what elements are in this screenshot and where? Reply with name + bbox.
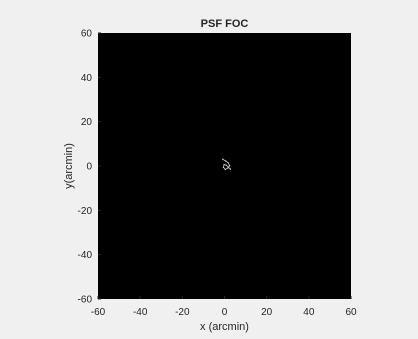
- psf-point: [222, 158, 224, 161]
- y-axis-label: y(arcmin): [63, 143, 75, 189]
- x-tick-label: -60: [91, 307, 106, 318]
- y-tick-label: 20: [81, 117, 93, 128]
- plot-area: [98, 33, 351, 299]
- psf-point: [227, 167, 229, 169]
- psf-point: [225, 164, 227, 166]
- y-tick-label: 0: [86, 162, 92, 173]
- x-tick-label: -20: [175, 307, 190, 318]
- psf-point: [225, 160, 227, 162]
- psf-point: [223, 163, 225, 166]
- x-tick-label: 60: [345, 307, 357, 318]
- x-tick-label: 0: [222, 307, 228, 318]
- chart-title: PSF FOC: [201, 18, 249, 30]
- y-axis-ticks: 60 40 20 0 -20 -40 -60: [78, 29, 101, 306]
- x-tick-label: 40: [303, 307, 315, 318]
- psf-point: [227, 162, 229, 164]
- y-tick-label: -40: [78, 250, 93, 261]
- x-tick-label: 20: [261, 307, 273, 318]
- y-tick-label: 60: [81, 29, 93, 40]
- psf-point: [229, 168, 232, 170]
- y-tick-label: -20: [78, 206, 93, 217]
- x-tick-label: -40: [133, 307, 148, 318]
- y-tick-label: 40: [81, 73, 93, 84]
- psf-point: [222, 166, 225, 169]
- y-tick-label: -60: [78, 295, 93, 306]
- psf-point: [224, 168, 227, 171]
- psf-point: [228, 164, 231, 167]
- psf-feature: [222, 158, 232, 171]
- x-axis-ticks: -60 -40 -20 0 20 40 60: [91, 296, 357, 318]
- psf-trace: [222, 158, 231, 171]
- x-axis-label: x (arcmin): [200, 321, 249, 333]
